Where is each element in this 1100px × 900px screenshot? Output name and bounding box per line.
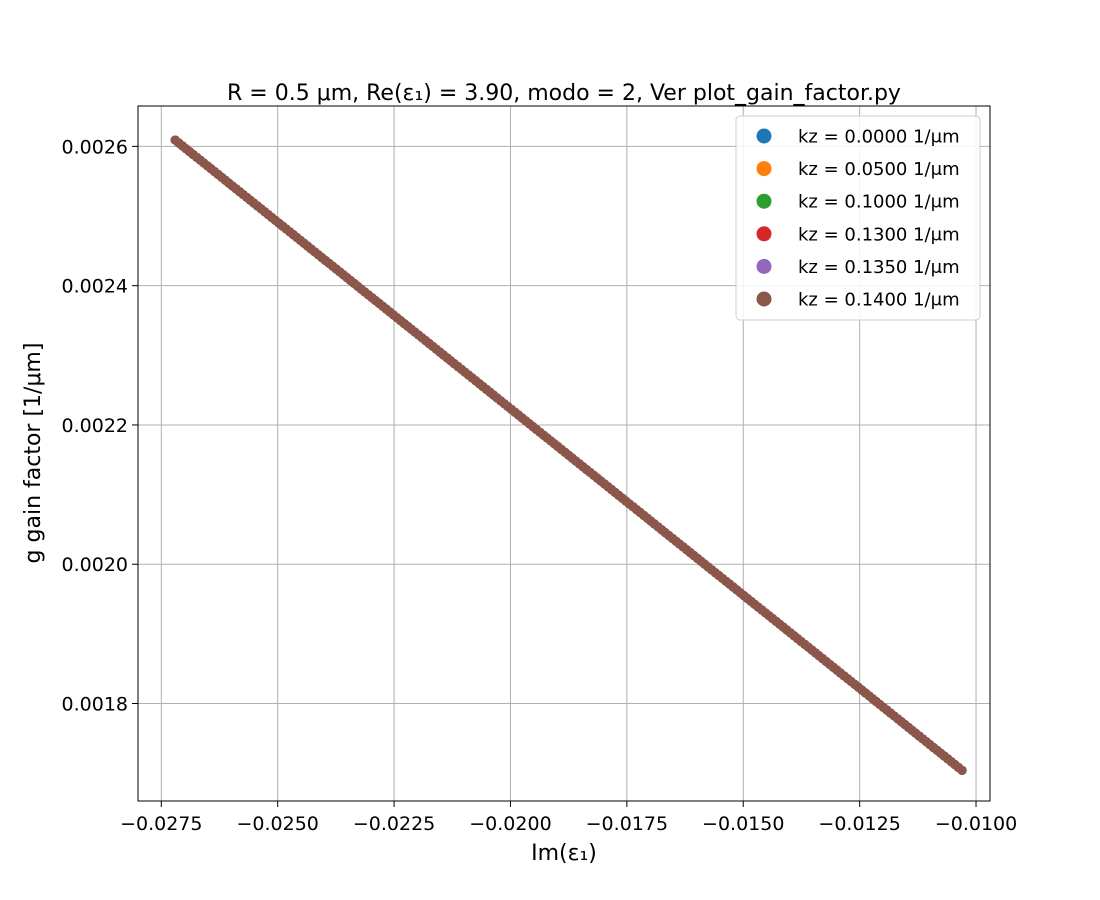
x-tick-label: −0.0200 [469, 813, 551, 835]
x-axis-label: Im(ε₁) [531, 841, 597, 866]
data-point [957, 765, 967, 775]
legend-marker [756, 291, 772, 307]
y-tick-label: 0.0022 [62, 415, 128, 437]
legend-marker [756, 161, 772, 177]
y-tick-label: 0.0024 [62, 276, 128, 298]
legend-marker [756, 193, 772, 209]
legend-entries: kz = 0.0000 1/μm kz = 0.0500 1/μm kz = 0.1… [756, 127, 960, 311]
x-tick-label: −0.0250 [236, 813, 318, 835]
legend-marker [756, 128, 772, 144]
axes-frame [137, 105, 991, 802]
x-tick-label: −0.0275 [120, 813, 202, 835]
y-tick-label: 0.0018 [62, 694, 128, 716]
legend-label: kz = 0.1300 1/μm [798, 224, 960, 245]
y-tick-label: 0.0020 [62, 554, 128, 576]
y-tick-label: 0.0026 [62, 136, 128, 158]
x-tick-label: −0.0100 [935, 813, 1017, 835]
legend-label: kz = 0.1000 1/μm [798, 192, 960, 213]
x-axis-ticks: −0.0275 −0.0250 −0.0225 −0.0200 −0.0175 −0.01… [120, 801, 1017, 835]
legend-label: kz = 0.1400 1/μm [798, 290, 960, 311]
legend-marker [756, 258, 772, 274]
y-axis-ticks: 0.0018 0.0020 0.0022 0.0024 0.0026 [62, 136, 138, 716]
x-tick-label: −0.0225 [353, 813, 435, 835]
x-tick-label: −0.0125 [818, 813, 900, 835]
legend-label: kz = 0.0500 1/μm [798, 159, 960, 180]
legend: kz = 0.0000 1/μm kz = 0.0500 1/μm kz = 0.1… [735, 115, 981, 321]
legend-label: kz = 0.1350 1/μm [798, 257, 960, 278]
legend-label: kz = 0.0000 1/μm [798, 127, 960, 148]
series-group [170, 135, 967, 775]
series-5 [170, 135, 967, 775]
legend-marker [756, 226, 772, 242]
y-axis-label: g gain factor [1/μm] [21, 343, 46, 564]
x-tick-label: −0.0175 [586, 813, 668, 835]
x-tick-label: −0.0150 [702, 813, 784, 835]
chart-title: R = 0.5 μm, Re(ε₁) = 3.90, modo = 2, Ver… [227, 81, 901, 106]
legend-frame [735, 115, 981, 321]
